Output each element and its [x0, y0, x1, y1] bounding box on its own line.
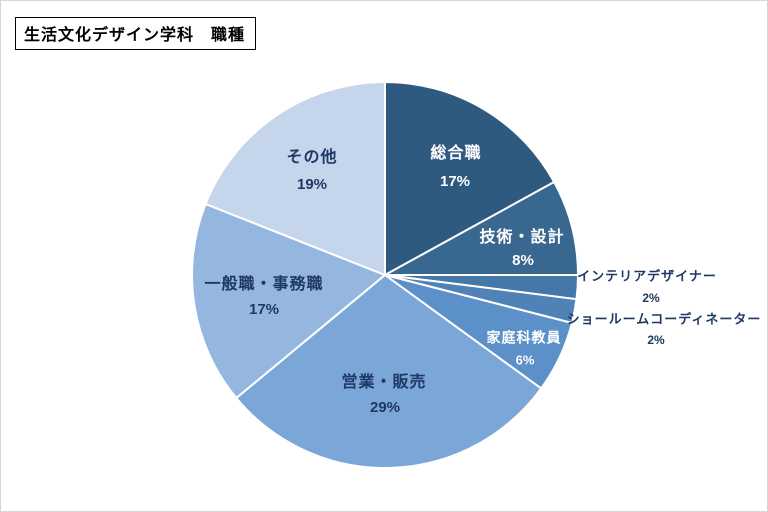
- pie-slice: [235, 274, 543, 469]
- slice-percentage: 8%: [512, 252, 534, 269]
- pie-slices: [191, 81, 580, 469]
- slice-percentage: 17%: [249, 301, 279, 318]
- slice-percentage: 2%: [642, 291, 660, 305]
- slice-percentage: 6%: [516, 352, 535, 367]
- pie-slice: [191, 202, 386, 400]
- slice-label: その他: [286, 147, 337, 166]
- slice-label: インテリアデザイナー: [577, 268, 717, 283]
- slice-percentage: 19%: [297, 176, 327, 193]
- slice-label: 一般職・事務職: [204, 274, 323, 293]
- pie-labels: 総合職 17% 技術・設計 8% インテリアデザイナー 2% ショールームコーディネーター 2…: [204, 143, 762, 416]
- slice-percentage: 17%: [440, 173, 470, 190]
- slice-percentage: 29%: [370, 399, 400, 416]
- chart-title: 生活文化デザイン学科 職種: [15, 17, 257, 50]
- slice-percentage: 2%: [647, 333, 665, 347]
- slice-label: ショールームコーディネーター: [567, 311, 762, 326]
- pie-slice: [384, 181, 579, 276]
- pie-slice: [204, 81, 386, 276]
- slice-label: 総合職: [430, 143, 481, 162]
- slice-label: 家庭科教員: [487, 330, 562, 346]
- pie-slice: [384, 81, 556, 276]
- slice-label: 技術・設計: [479, 227, 564, 246]
- slice-label: 営業・販売: [341, 372, 426, 391]
